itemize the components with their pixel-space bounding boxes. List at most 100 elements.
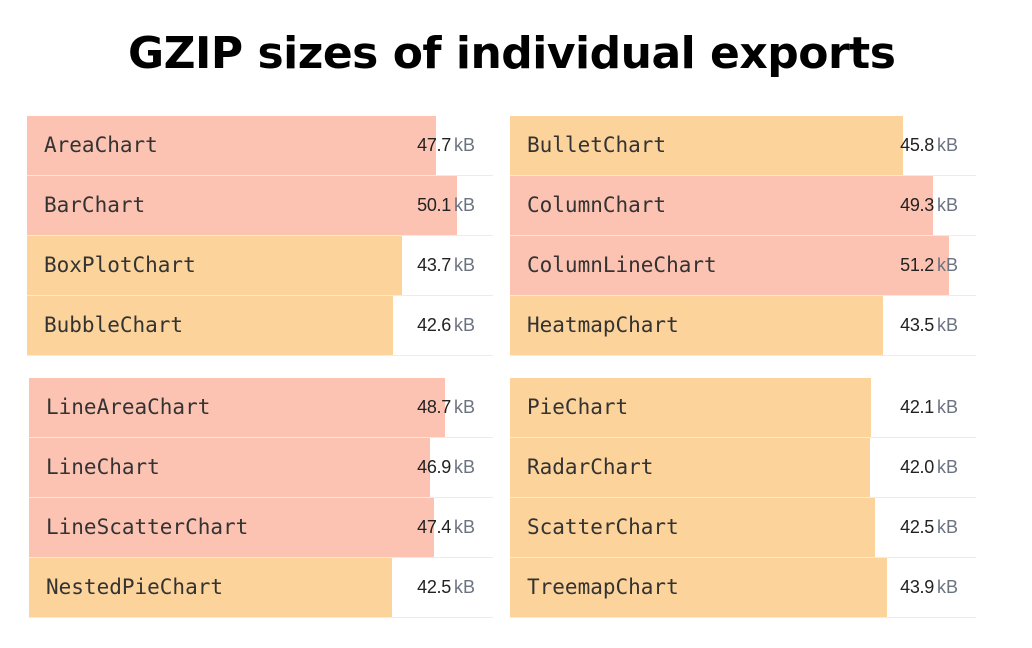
size-unit: kB (936, 457, 958, 477)
bar-row: TreemapChart 43.9 kB (510, 558, 976, 618)
bar (27, 116, 437, 175)
panel-top-right: BulletChart 45.8 kB ColumnChart 49.3 kB Column… (510, 116, 976, 356)
size-label: 42.1 kB (900, 378, 958, 437)
bar-label: BubbleChart (44, 313, 184, 337)
bar-label: LineScatterChart (46, 515, 249, 539)
bar (510, 498, 875, 557)
size-value: 47.4 (417, 517, 451, 537)
size-label: 46.9 kB (417, 438, 475, 497)
size-value: 43.9 (900, 577, 934, 597)
bar-label: ScatterChart (527, 515, 679, 539)
bar-row: LineScatterChart 47.4 kB (29, 498, 493, 558)
size-label: 42.5 kB (900, 498, 958, 557)
panel-bottom-right: PieChart 42.1 kB RadarChart 42.0 kB ScatterCha… (510, 378, 976, 618)
bar (510, 176, 934, 235)
bar (510, 378, 872, 437)
size-unit: kB (936, 195, 958, 215)
size-unit: kB (936, 255, 958, 275)
size-label: 42.6 kB (417, 296, 475, 355)
bar-label: ColumnLineChart (527, 253, 717, 277)
bar (29, 438, 430, 497)
bar-row: NestedPieChart 42.5 kB (29, 558, 493, 618)
bar-label: TreemapChart (527, 575, 679, 599)
bar (27, 176, 457, 235)
bar-label: HeatmapChart (527, 313, 679, 337)
size-value: 43.7 (417, 255, 451, 275)
size-value: 42.5 (900, 517, 934, 537)
bar-row: BoxPlotChart 43.7 kB (27, 236, 493, 296)
bar-label: NestedPieChart (46, 575, 224, 599)
bar-row: LineAreaChart 48.7 kB (29, 378, 493, 438)
size-label: 43.5 kB (900, 296, 958, 355)
size-value: 42.6 (417, 315, 451, 335)
bar (510, 558, 887, 617)
bar-row: LineChart 46.9 kB (29, 438, 493, 498)
size-label: 49.3 kB (900, 176, 958, 235)
size-value: 46.9 (417, 457, 451, 477)
bar (29, 558, 393, 617)
size-unit: kB (453, 457, 475, 477)
size-unit: kB (453, 577, 475, 597)
bar-row: ColumnChart 49.3 kB (510, 176, 976, 236)
size-value: 42.5 (417, 577, 451, 597)
bar-row: BarChart 50.1 kB (27, 176, 493, 236)
bar (510, 116, 904, 175)
bar (510, 296, 884, 355)
panel-bottom-left: LineAreaChart 48.7 kB LineChart 46.9 kB LineSc… (29, 378, 493, 618)
size-unit: kB (453, 255, 475, 275)
size-unit: kB (453, 517, 475, 537)
size-label: 48.7 kB (417, 378, 475, 437)
bar-label: LineAreaChart (46, 395, 211, 419)
bar (27, 296, 393, 355)
bar-row: PieChart 42.1 kB (510, 378, 976, 438)
bar-row: BulletChart 45.8 kB (510, 116, 976, 176)
bar (510, 438, 871, 497)
bar-row: AreaChart 47.7 kB (27, 116, 493, 176)
size-value: 47.7 (417, 135, 451, 155)
size-label: 47.4 kB (417, 498, 475, 557)
bar (29, 378, 446, 437)
size-unit: kB (453, 315, 475, 335)
bar-row: HeatmapChart 43.5 kB (510, 296, 976, 356)
size-value: 42.0 (900, 457, 934, 477)
chart-title: GZIP sizes of individual exports (128, 28, 896, 79)
size-value: 48.7 (417, 397, 451, 417)
bar (29, 498, 435, 557)
bar (27, 236, 403, 295)
bar-label: BulletChart (527, 133, 667, 157)
bar-row: BubbleChart 42.6 kB (27, 296, 493, 356)
size-label: 42.5 kB (417, 558, 475, 617)
size-label: 45.8 kB (900, 116, 958, 175)
size-label: 47.7 kB (417, 116, 475, 175)
size-unit: kB (936, 577, 958, 597)
size-label: 42.0 kB (900, 438, 958, 497)
size-label: 50.1 kB (417, 176, 475, 235)
size-unit: kB (453, 397, 475, 417)
size-unit: kB (936, 135, 958, 155)
size-label: 51.2 kB (900, 236, 958, 295)
bar-label: RadarChart (527, 455, 654, 479)
bar-label: ColumnChart (527, 193, 667, 217)
size-value: 50.1 (417, 195, 451, 215)
size-unit: kB (936, 315, 958, 335)
bar-row: ColumnLineChart 51.2 kB (510, 236, 976, 296)
bar-label: BoxPlotChart (44, 253, 196, 277)
size-value: 43.5 (900, 315, 934, 335)
size-unit: kB (936, 517, 958, 537)
size-label: 43.9 kB (900, 558, 958, 617)
panel-top-left: AreaChart 47.7 kB BarChart 50.1 kB BoxPlotChar… (27, 116, 493, 356)
size-unit: kB (453, 195, 475, 215)
bar-label: LineChart (46, 455, 160, 479)
size-unit: kB (936, 397, 958, 417)
bar-label: BarChart (44, 193, 146, 217)
bar-row: ScatterChart 42.5 kB (510, 498, 976, 558)
size-value: 45.8 (900, 135, 934, 155)
size-value: 51.2 (900, 255, 934, 275)
bar-row: RadarChart 42.0 kB (510, 438, 976, 498)
bar-label: PieChart (527, 395, 629, 419)
size-label: 43.7 kB (417, 236, 475, 295)
size-value: 49.3 (900, 195, 934, 215)
bar (510, 236, 950, 295)
size-value: 42.1 (900, 397, 934, 417)
size-unit: kB (453, 135, 475, 155)
